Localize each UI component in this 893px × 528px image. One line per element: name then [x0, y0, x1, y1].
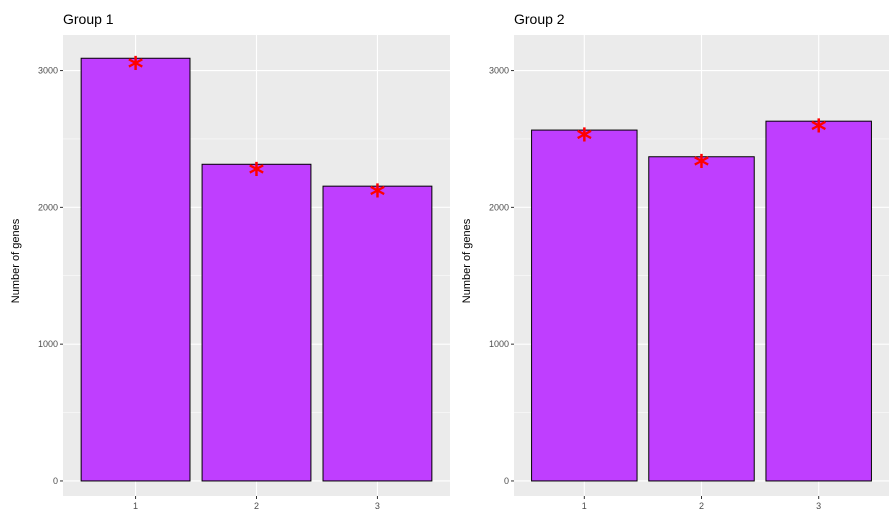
- panel-title: Group 2: [514, 11, 565, 27]
- significance-annotation: *: [249, 157, 265, 192]
- panel-group-2: Group 2 Number of genes 0 1000 2000 3000 1 2 3…: [461, 11, 889, 511]
- bar: [765, 120, 872, 482]
- y-tick-label: 2000: [38, 202, 58, 212]
- y-tick-label: 1000: [489, 339, 509, 349]
- x-tick-label: 1: [582, 501, 587, 511]
- y-axis-label: Number of genes: [10, 218, 22, 303]
- y-tick-label: 3000: [489, 66, 509, 76]
- x-tick-label: 1: [133, 501, 138, 511]
- x-tick-label: 2: [699, 501, 704, 511]
- bar: [80, 57, 191, 482]
- y-tick-label: 1000: [38, 339, 58, 349]
- y-tick-label: 0: [53, 476, 58, 486]
- x-tick-label: 3: [375, 501, 380, 511]
- y-tick-label: 2000: [489, 202, 509, 212]
- significance-annotation: *: [128, 51, 144, 86]
- panel-group-1: Group 1 Number of genes 0 1000 2000 3000 1 2 3…: [10, 11, 450, 511]
- x-tick-label: 2: [254, 501, 259, 511]
- significance-annotation: *: [370, 179, 386, 214]
- significance-annotation: *: [576, 123, 592, 158]
- significance-annotation: *: [694, 150, 710, 185]
- bar: [531, 129, 638, 482]
- bar: [322, 185, 433, 482]
- y-axis-label: Number of genes: [461, 218, 473, 303]
- bar: [648, 156, 755, 482]
- bar: [201, 163, 312, 482]
- x-tick-label: 3: [816, 501, 821, 511]
- y-tick-label: 0: [504, 476, 509, 486]
- y-tick-label: 3000: [38, 66, 58, 76]
- significance-annotation: *: [811, 114, 827, 149]
- panel-title: Group 1: [63, 11, 114, 27]
